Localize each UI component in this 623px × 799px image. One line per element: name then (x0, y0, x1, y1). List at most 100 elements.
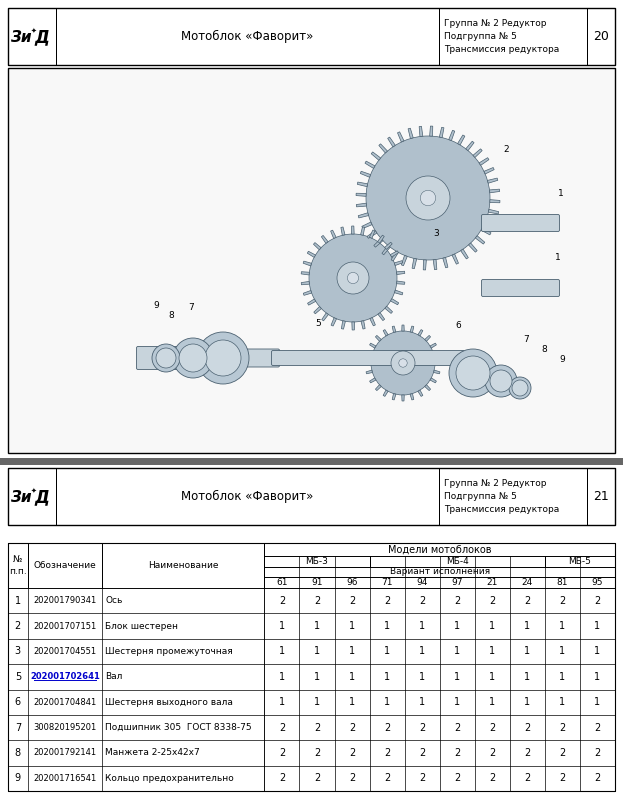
Polygon shape (423, 260, 426, 270)
Text: Блок шестерен: Блок шестерен (105, 622, 178, 630)
Text: 2: 2 (314, 722, 320, 733)
Circle shape (509, 377, 531, 399)
Circle shape (337, 262, 369, 294)
Polygon shape (425, 385, 430, 391)
Text: ✦: ✦ (31, 27, 37, 34)
Polygon shape (391, 299, 399, 304)
Text: 1: 1 (384, 646, 390, 657)
Text: 1: 1 (555, 253, 561, 263)
Text: 2: 2 (349, 748, 355, 758)
Text: 1: 1 (349, 698, 355, 707)
Bar (8, 8, 615, 65)
Text: 1: 1 (559, 646, 566, 657)
Circle shape (490, 370, 512, 392)
Text: 2: 2 (489, 748, 495, 758)
Circle shape (485, 365, 517, 397)
Text: Зи: Зи (11, 490, 32, 505)
Polygon shape (308, 299, 316, 305)
Polygon shape (479, 157, 489, 165)
FancyBboxPatch shape (272, 351, 414, 365)
Polygon shape (401, 256, 407, 266)
Text: 2: 2 (384, 722, 390, 733)
Polygon shape (458, 135, 465, 145)
Polygon shape (392, 326, 396, 332)
Text: 2: 2 (524, 748, 530, 758)
Polygon shape (370, 317, 376, 326)
Text: 1: 1 (314, 621, 320, 631)
Bar (439, 8, 587, 65)
Polygon shape (313, 243, 321, 250)
Text: 1: 1 (454, 672, 460, 682)
Bar (102, 543, 264, 588)
FancyBboxPatch shape (401, 351, 465, 365)
Text: Кольцо предохранительно: Кольцо предохранительно (105, 773, 234, 783)
Polygon shape (388, 137, 396, 147)
Text: 1: 1 (594, 646, 601, 657)
Text: 2: 2 (594, 596, 601, 606)
Text: 81: 81 (557, 578, 568, 587)
Polygon shape (371, 152, 381, 161)
Polygon shape (394, 260, 402, 265)
Polygon shape (430, 378, 436, 383)
Text: 91: 91 (312, 578, 323, 587)
Text: МБ-4: МБ-4 (446, 557, 468, 566)
Text: 2: 2 (559, 773, 566, 783)
Text: 1: 1 (384, 698, 390, 707)
Text: 7: 7 (188, 304, 194, 312)
Text: 2: 2 (594, 748, 601, 758)
Polygon shape (365, 362, 371, 364)
Polygon shape (378, 235, 384, 243)
Circle shape (156, 348, 176, 368)
Text: 8: 8 (541, 345, 547, 355)
FancyBboxPatch shape (482, 280, 559, 296)
FancyBboxPatch shape (136, 347, 194, 369)
Text: 2: 2 (454, 722, 460, 733)
Text: 2: 2 (594, 722, 601, 733)
Polygon shape (425, 336, 430, 341)
Polygon shape (481, 228, 491, 235)
Polygon shape (361, 227, 364, 235)
Text: Д: Д (34, 29, 49, 46)
Polygon shape (307, 251, 315, 257)
Polygon shape (419, 126, 423, 137)
Text: 7: 7 (15, 722, 21, 733)
Circle shape (399, 359, 407, 368)
Text: 8: 8 (15, 748, 21, 758)
Bar (264, 577, 615, 588)
Polygon shape (488, 209, 498, 214)
Polygon shape (361, 320, 365, 329)
Bar (56, 468, 439, 525)
Text: 1: 1 (559, 672, 566, 682)
Bar (8, 68, 615, 453)
Circle shape (179, 344, 207, 372)
Text: 2: 2 (454, 748, 460, 758)
Polygon shape (408, 128, 413, 138)
Text: 5: 5 (315, 319, 321, 328)
Text: 2: 2 (419, 773, 426, 783)
Text: 2: 2 (278, 596, 285, 606)
Polygon shape (314, 307, 321, 314)
Text: Группа № 2 Редуктор
Подгруппа № 5
Трансмиссия редуктора: Группа № 2 Редуктор Подгруппа № 5 Трансм… (444, 19, 559, 54)
Polygon shape (468, 243, 477, 252)
Polygon shape (402, 325, 404, 331)
Polygon shape (301, 281, 310, 284)
Text: 2: 2 (489, 773, 495, 783)
Bar (8, 468, 615, 525)
Polygon shape (383, 390, 388, 396)
Polygon shape (392, 394, 396, 400)
Text: 202001707151: 202001707151 (34, 622, 97, 630)
Circle shape (173, 338, 213, 378)
Polygon shape (490, 200, 500, 203)
Text: 2: 2 (349, 722, 355, 733)
Text: 2: 2 (524, 773, 530, 783)
Text: Манжета 2-25х42х7: Манжета 2-25х42х7 (105, 749, 200, 757)
Text: 202001792141: 202001792141 (34, 749, 97, 757)
Text: 1: 1 (594, 698, 601, 707)
Text: 2: 2 (314, 773, 320, 783)
Text: Ось: Ось (105, 596, 123, 605)
Polygon shape (356, 203, 366, 207)
Polygon shape (301, 272, 310, 275)
Text: 202001702641: 202001702641 (30, 672, 100, 682)
Polygon shape (397, 281, 405, 284)
Bar (587, 468, 615, 525)
